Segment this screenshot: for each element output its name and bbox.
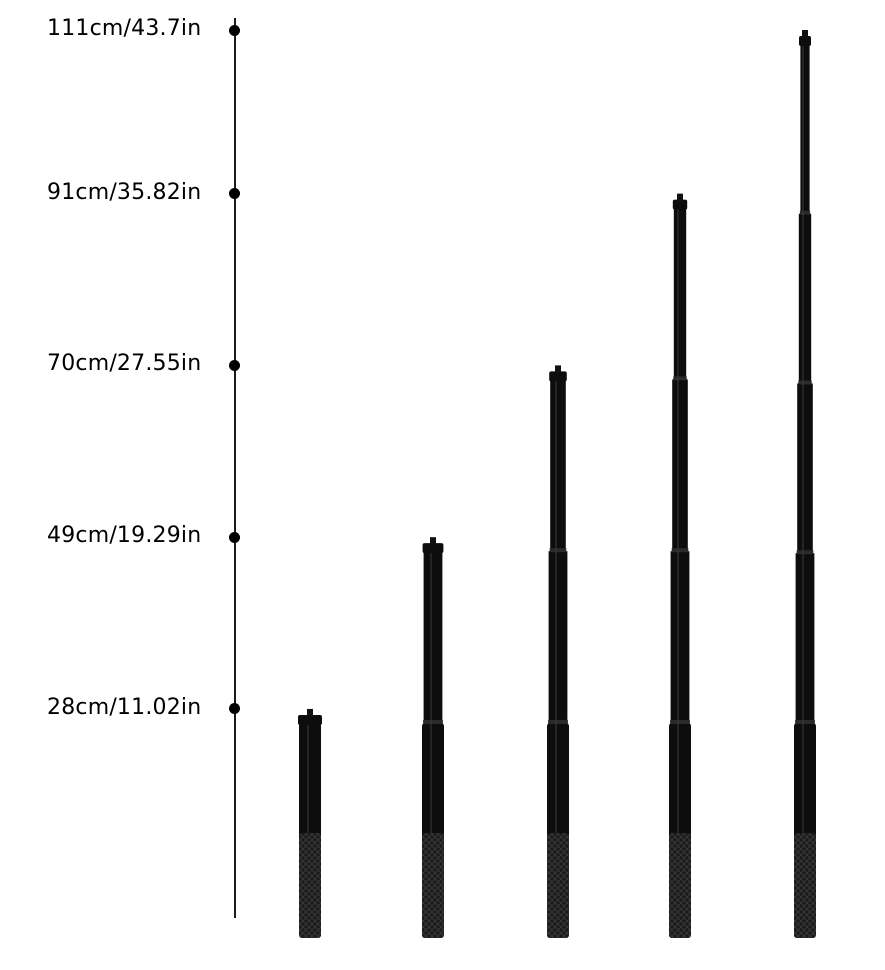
scale-label-49cm: 49cm/19.29in (47, 523, 202, 549)
pole-cap (422, 543, 444, 554)
scale-dot-49cm (229, 531, 240, 543)
scale-dot-91cm (229, 188, 240, 200)
pole-49cm (422, 537, 444, 938)
pole-grip (422, 833, 444, 938)
pole-cap (298, 714, 322, 725)
pole-joint-1 (423, 719, 443, 724)
pole-70cm (547, 365, 569, 938)
pole-grip (669, 833, 691, 938)
pole-screw-mount (555, 365, 561, 374)
pole-section-1 (423, 551, 443, 725)
pole-section-4 (800, 44, 810, 216)
pole-grip (299, 833, 321, 938)
pole-section-1 (795, 553, 815, 725)
pole-section-3 (798, 213, 812, 386)
pole-28cm (298, 708, 322, 938)
scale-label-111cm: 111cm/43.7in (47, 16, 202, 42)
pole-screw-mount (802, 30, 808, 39)
pole-cap (672, 199, 688, 210)
pole-joint-1 (548, 719, 568, 724)
pole-screw-mount (307, 708, 313, 717)
pole-91cm (669, 193, 691, 938)
scale-label-70cm: 70cm/27.55in (47, 351, 202, 377)
pole-joint-2 (549, 548, 567, 553)
pole-screw-mount (430, 537, 436, 546)
pole-joint-2 (796, 550, 814, 555)
pole-grip (794, 833, 816, 938)
pole-screw-mount (677, 193, 683, 202)
pole-joint-1 (795, 719, 815, 724)
pole-cap (799, 36, 811, 47)
pole-joint-3 (798, 380, 812, 385)
pole-section-1 (548, 551, 568, 725)
pole-joint-4 (799, 210, 811, 215)
pole-section-2 (550, 379, 566, 554)
pole-111cm (794, 30, 816, 938)
scale-dot-28cm (229, 703, 240, 715)
scale-label-28cm: 28cm/11.02in (47, 694, 202, 720)
pole-section-2 (797, 383, 813, 556)
scale-dot-70cm (229, 359, 240, 371)
pole-grip (547, 833, 569, 938)
scale-label-91cm: 91cm/35.82in (47, 179, 202, 205)
pole-cap (549, 371, 567, 382)
pole-section-3 (673, 207, 687, 382)
pole-joint-2 (671, 548, 689, 553)
pole-joint-1 (670, 719, 690, 724)
pole-joint-3 (673, 376, 687, 381)
pole-section-2 (672, 379, 688, 554)
pole-section-1 (670, 551, 690, 725)
scale-dot-111cm (229, 24, 240, 36)
scale-axis-line (234, 18, 236, 918)
